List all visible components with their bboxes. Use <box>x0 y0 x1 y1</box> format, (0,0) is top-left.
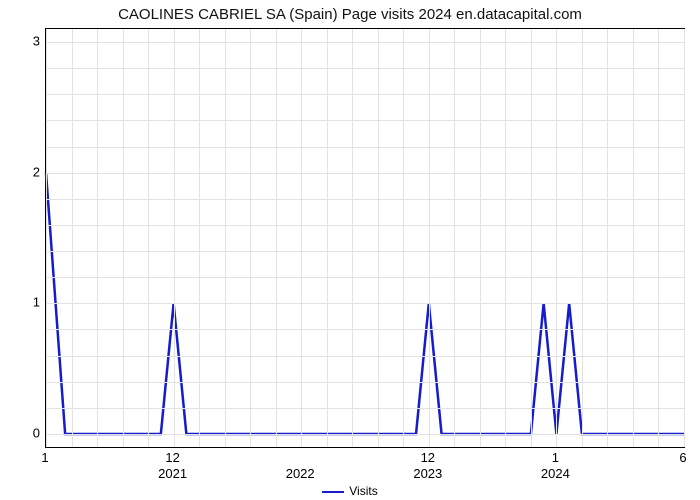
gridline-v-minor <box>403 29 404 447</box>
gridline-v-minor <box>327 29 328 447</box>
gridline-v <box>429 29 430 447</box>
gridline-v-minor <box>658 29 659 447</box>
gridline-v-minor <box>72 29 73 447</box>
gridline-v-minor <box>97 29 98 447</box>
gridline-v-minor <box>582 29 583 447</box>
gridline-v-minor <box>352 29 353 447</box>
plot-area <box>45 28 685 448</box>
gridline-h-minor <box>46 147 684 148</box>
x-tick-sublabel: 2023 <box>413 466 442 481</box>
x-tick-label: 1 <box>41 450 48 465</box>
gridline-v <box>46 29 47 447</box>
gridline-h-minor <box>46 329 684 330</box>
gridline-v-minor <box>276 29 277 447</box>
line-series <box>46 29 684 447</box>
gridline-h <box>46 434 684 435</box>
gridline-h <box>46 42 684 43</box>
gridline-v-minor <box>633 29 634 447</box>
gridline-h-minor <box>46 120 684 121</box>
gridline-v-minor <box>607 29 608 447</box>
gridline-v-minor <box>148 29 149 447</box>
gridline-v-minor <box>531 29 532 447</box>
legend-label: Visits <box>349 484 377 498</box>
y-tick-label: 0 <box>10 425 40 440</box>
chart-title: CAOLINES CABRIEL SA (Spain) Page visits … <box>0 6 700 23</box>
y-tick-label: 2 <box>10 164 40 179</box>
gridline-v-minor <box>378 29 379 447</box>
gridline-v-minor <box>225 29 226 447</box>
gridline-v-minor <box>123 29 124 447</box>
gridline-v-minor <box>250 29 251 447</box>
gridline-v <box>174 29 175 447</box>
gridline-h-minor <box>46 356 684 357</box>
y-tick-label: 3 <box>10 34 40 49</box>
gridline-h <box>46 173 684 174</box>
gridline-v <box>556 29 557 447</box>
x-tick-label: 1 <box>552 450 559 465</box>
gridline-v <box>301 29 302 447</box>
legend-swatch <box>322 491 344 493</box>
x-tick-sublabel: 2022 <box>286 466 315 481</box>
x-tick-label: 12 <box>165 450 179 465</box>
gridline-v-minor <box>505 29 506 447</box>
x-tick-sublabel: 2024 <box>541 466 570 481</box>
gridline-h-minor <box>46 382 684 383</box>
x-tick-label: 6 <box>679 450 686 465</box>
gridline-h-minor <box>46 408 684 409</box>
gridline-h-minor <box>46 277 684 278</box>
y-tick-label: 1 <box>10 295 40 310</box>
legend: Visits <box>0 484 700 498</box>
x-tick-label: 12 <box>421 450 435 465</box>
gridline-h-minor <box>46 68 684 69</box>
gridline-h-minor <box>46 225 684 226</box>
gridline-h-minor <box>46 199 684 200</box>
gridline-v-minor <box>480 29 481 447</box>
gridline-h-minor <box>46 94 684 95</box>
gridline-h-minor <box>46 251 684 252</box>
gridline-h <box>46 303 684 304</box>
gridline-v-minor <box>199 29 200 447</box>
gridline-v <box>684 29 685 447</box>
x-tick-sublabel: 2021 <box>158 466 187 481</box>
gridline-v-minor <box>454 29 455 447</box>
